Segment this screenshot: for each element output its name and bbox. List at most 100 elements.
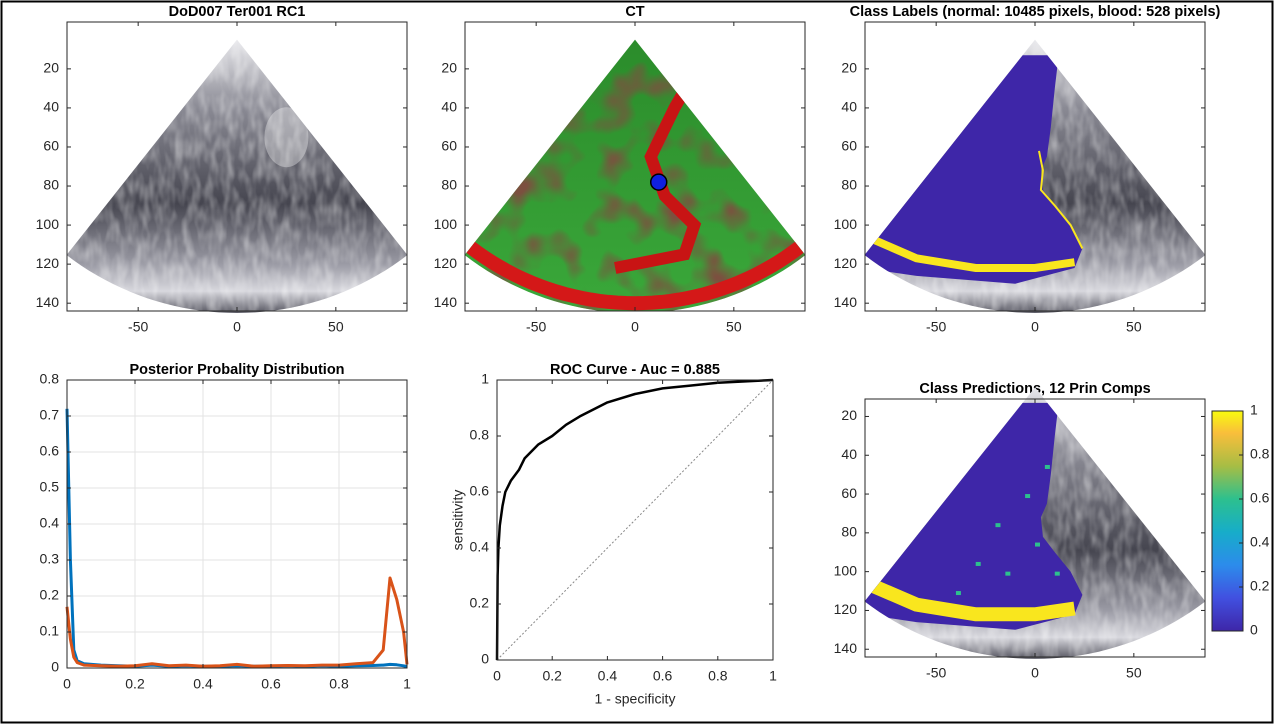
y-tick-label: 20: [841, 407, 857, 423]
y-tick-label: 40: [43, 99, 59, 115]
y-tick-label: 0.5: [40, 479, 60, 495]
prediction-speckle: [955, 591, 961, 596]
y-tick-label: 60: [43, 138, 59, 154]
ct-blue: [649, 173, 668, 191]
prediction-speckle: [975, 561, 981, 566]
y-tick-label: 100: [434, 216, 458, 232]
y-tick-label: 120: [434, 255, 458, 271]
ct-red-band: [466, 241, 804, 311]
x-tick-label: 1: [403, 676, 411, 692]
y-tick-label: 0.2: [470, 595, 490, 611]
x-tick-label: 0.2: [125, 676, 145, 692]
x-tick-label: 50: [1126, 319, 1142, 335]
colorbar-tick-label: 0.2: [1250, 578, 1270, 594]
y-tick-label: 20: [841, 60, 857, 76]
y-tick-label: 120: [834, 255, 858, 271]
x-tick-label: 0.8: [329, 676, 349, 692]
panel-title: ROC Curve - Auc = 0.885: [550, 362, 720, 378]
label-edge: [1038, 150, 1084, 249]
x-tick-label: -50: [926, 665, 946, 681]
y-tick-label: 140: [834, 294, 858, 310]
y-tick-label: 80: [841, 524, 857, 540]
x-tick-label: 0: [1031, 665, 1039, 681]
panel-title: Posterior Probality Distribution: [129, 362, 344, 378]
y-tick-label: 0.4: [40, 515, 60, 531]
x-tick-label: -50: [128, 319, 148, 335]
y-tick-label: 80: [43, 177, 59, 193]
y-tick-label: 0.1: [40, 623, 60, 639]
axes-box: [496, 379, 774, 661]
y-tick-label: 80: [441, 177, 457, 193]
y-tick-label: 0.8: [470, 427, 490, 443]
x-tick-label: 0: [631, 319, 639, 335]
y-tick-label: 0.3: [40, 551, 60, 567]
x-tick-label: -50: [926, 319, 946, 335]
prediction-speckle: [1025, 494, 1031, 499]
y-tick-label: 40: [441, 99, 457, 115]
y-axis-label: sensitivity: [450, 490, 466, 551]
colorbar-tick-label: 0: [1250, 622, 1258, 638]
x-tick-label: 1: [769, 668, 777, 684]
x-tick-label: 0: [233, 319, 241, 335]
x-tick-label: 50: [726, 319, 742, 335]
y-tick-label: 0: [481, 651, 489, 667]
y-tick-label: 120: [36, 255, 60, 271]
colorbar-tick-label: 0.8: [1250, 446, 1270, 462]
colorbar-tick-label: 0.6: [1250, 490, 1270, 506]
x-tick-label: 50: [1126, 665, 1142, 681]
y-tick-label: 60: [441, 138, 457, 154]
series-line: [495, 378, 774, 661]
x-tick-label: 0.4: [193, 676, 213, 692]
y-tick-label: 40: [841, 446, 857, 462]
label-band: [864, 576, 1076, 622]
x-axis-label: 1 - specificity: [595, 691, 676, 707]
y-tick-label: 0: [51, 659, 59, 675]
ct-red-vessel: [614, 39, 720, 274]
prediction-speckle: [1054, 571, 1060, 576]
prediction-speckle: [1005, 571, 1011, 576]
y-tick-label: 140: [434, 294, 458, 310]
y-tick-label: 0.6: [40, 443, 60, 459]
y-tick-label: 0.4: [470, 539, 490, 555]
x-tick-label: 0.4: [598, 668, 618, 684]
prediction-speckle: [1044, 464, 1050, 469]
colorbar-tick-label: 0.4: [1250, 534, 1270, 550]
y-tick-label: 120: [834, 601, 858, 617]
x-tick-label: 0.6: [261, 676, 281, 692]
x-tick-label: 50: [328, 319, 344, 335]
y-tick-label: 140: [36, 294, 60, 310]
y-tick-label: 60: [841, 485, 857, 501]
x-tick-label: 0: [1031, 319, 1039, 335]
colorbar: [1211, 410, 1244, 632]
prediction-speckle: [1035, 542, 1040, 547]
y-tick-label: 140: [834, 640, 858, 656]
panel-title: Class Labels (normal: 10485 pixels, bloo…: [850, 4, 1221, 20]
y-tick-label: 100: [36, 216, 60, 232]
x-tick-label: 0.2: [542, 668, 562, 684]
y-tick-label: 20: [441, 60, 457, 76]
y-tick-label: 0.2: [40, 587, 60, 603]
x-tick-label: -50: [526, 319, 546, 335]
y-tick-label: 20: [43, 60, 59, 76]
y-tick-label: 0.6: [470, 483, 490, 499]
y-tick-label: 80: [841, 177, 857, 193]
x-tick-label: 0.8: [708, 668, 728, 684]
panel-title: DoD007 Ter001 RC1: [169, 4, 306, 20]
series-line: [65, 576, 409, 668]
prediction-speckle: [995, 523, 1001, 528]
colorbar-tick-label: 1: [1250, 402, 1258, 418]
x-tick-label: 0.6: [653, 668, 673, 684]
x-tick-label: 0: [493, 668, 501, 684]
y-tick-label: 100: [834, 216, 858, 232]
y-tick-label: 1: [481, 371, 489, 387]
chance-line: [496, 379, 774, 661]
echo-bright: [264, 107, 309, 168]
x-tick-label: 0: [63, 676, 71, 692]
label-band: [865, 233, 1076, 272]
y-tick-label: 60: [841, 138, 857, 154]
y-tick-label: 0.8: [40, 371, 60, 387]
y-tick-label: 0.7: [40, 407, 60, 423]
y-tick-label: 40: [841, 99, 857, 115]
